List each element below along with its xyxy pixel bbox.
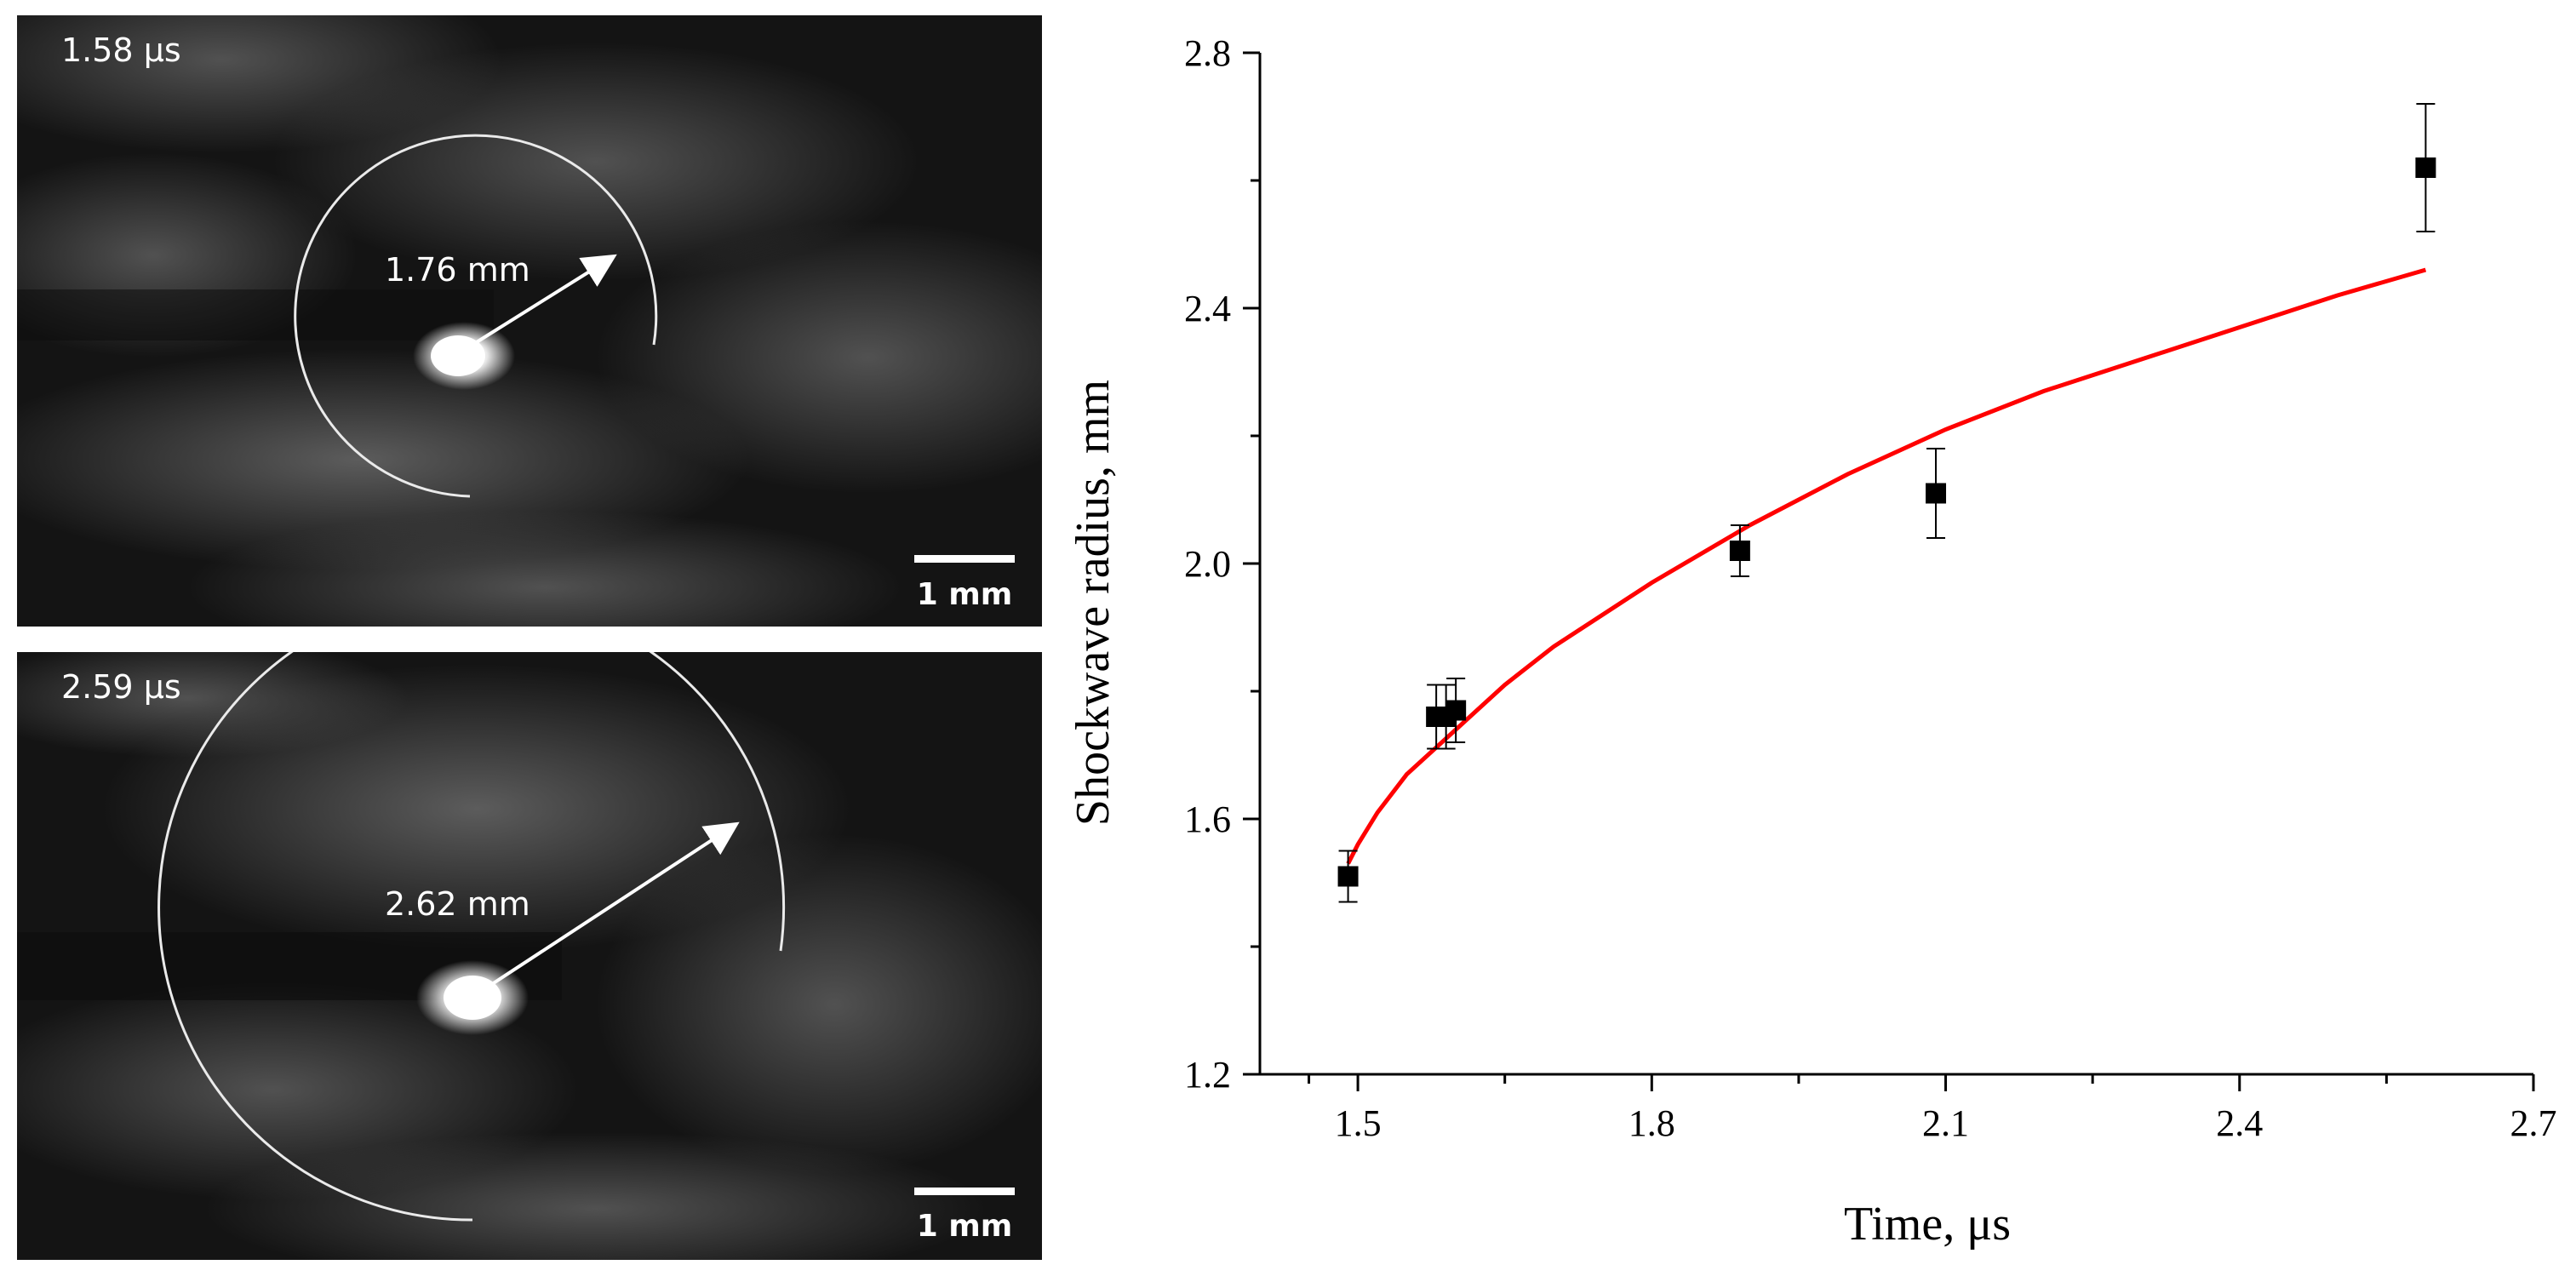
data-point — [1445, 700, 1467, 721]
time-label-bottom: 2.59 μs — [61, 668, 181, 706]
y-tick-label: 2.8 — [1184, 32, 1231, 74]
data-point — [1729, 541, 1750, 561]
y-tick-label: 2.0 — [1184, 543, 1231, 585]
data-points-group — [1337, 103, 2436, 903]
data-point — [2415, 157, 2436, 178]
y-axis-label: Shockwave radius, mm — [1067, 380, 1119, 826]
y-tick-label: 2.4 — [1184, 288, 1231, 329]
fit-curve-line — [1346, 267, 2427, 865]
x-tick-label: 2.7 — [2510, 1102, 2557, 1144]
x-axis-label: Time, μs — [1844, 1198, 2011, 1251]
radius-label-top: 1.76 mm — [385, 251, 530, 289]
x-tick-label: 2.1 — [1922, 1102, 1969, 1144]
scale-bar-bottom — [914, 1188, 1015, 1195]
time-label-top: 1.58 μs — [61, 31, 181, 69]
radius-label-bottom: 2.62 mm — [385, 885, 530, 923]
fit-curve-group — [1346, 267, 2427, 865]
image-panel-top: 1.58 μs 1.76 mm 1 mm — [17, 15, 1042, 627]
chart-ticks: 1.5 1.8 2.1 2.4 2.7 1.2 1.6 2.0 2.4 2.8 — [1184, 32, 2557, 1144]
x-tick-label: 1.5 — [1335, 1102, 1382, 1144]
scale-bar-label-top: 1 mm — [917, 577, 1013, 612]
radius-arrow-bottom — [485, 821, 740, 989]
x-tick-label: 2.4 — [2216, 1102, 2263, 1144]
shock-front-arc-bottom — [157, 652, 786, 1222]
y-tick-label: 1.6 — [1184, 798, 1231, 840]
data-point — [1337, 866, 1359, 887]
scale-bar-label-bottom: 1 mm — [917, 1209, 1013, 1244]
image-panel-bottom: 2.59 μs 2.62 mm 1 mm — [17, 652, 1042, 1260]
shock-front-arc-top — [294, 134, 658, 498]
chart-axes — [1258, 53, 2533, 1076]
shockwave-radius-chart: 1.5 1.8 2.1 2.4 2.71.21.62.02.42.8 Time, μs … — [1067, 32, 2557, 1251]
radius-arrow-top — [471, 254, 617, 346]
scale-bar-top — [914, 555, 1015, 563]
x-tick-label: 1.8 — [1629, 1102, 1675, 1144]
y-tick-label: 1.2 — [1184, 1054, 1231, 1096]
data-point — [1926, 483, 1947, 504]
